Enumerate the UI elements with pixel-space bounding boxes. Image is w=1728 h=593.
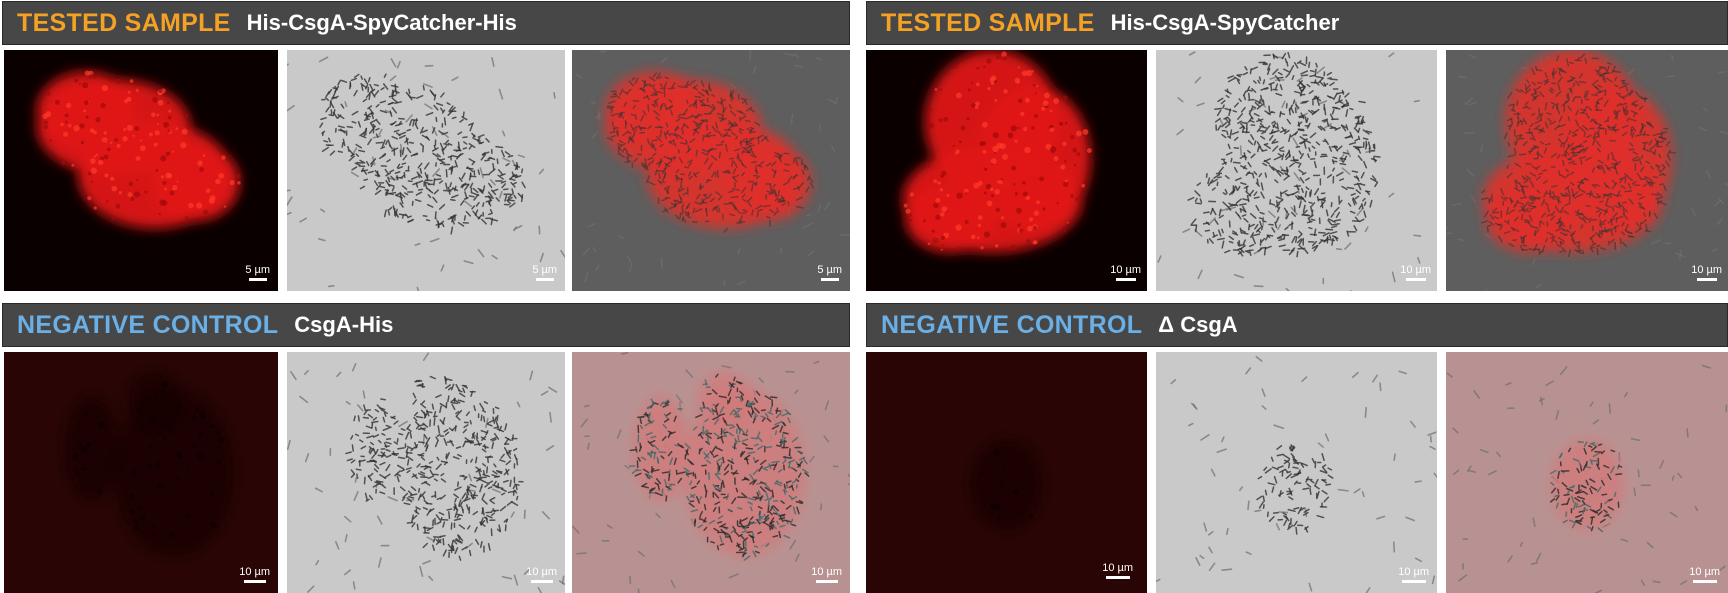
panel-negative-delta-csga: NEGATIVE CONTROL Δ CsgA 10 µm 10 µm 10 µ… — [866, 303, 1728, 593]
panel-tag: TESTED SAMPLE — [881, 8, 1095, 37]
scale-bar-label: 10 µm — [1400, 264, 1431, 276]
scale-bar: 10 µm — [1689, 566, 1720, 583]
fluorescence-image: 10 µm — [4, 352, 278, 593]
brightfield-image: 10 µm — [1156, 50, 1437, 291]
scale-bar: 10 µm — [239, 566, 270, 583]
scale-bar-label: 10 µm — [1689, 566, 1720, 578]
fluorescence-image: 5 µm — [4, 50, 278, 291]
scale-bar-line — [820, 278, 839, 281]
scale-bar-line — [1105, 576, 1130, 579]
scale-bar-line — [530, 580, 553, 583]
scale-bar-label: 10 µm — [239, 566, 270, 578]
scale-bar-label: 10 µm — [811, 566, 842, 578]
panel-tested-his-csga-spycatcher: TESTED SAMPLE His-CsgA-SpyCatcher 10 µm … — [866, 1, 1728, 291]
panel-header: TESTED SAMPLE His-CsgA-SpyCatcher-His — [2, 1, 850, 45]
scale-bar: 5 µm — [532, 264, 557, 281]
sample-name: Δ CsgA — [1158, 312, 1238, 337]
scale-bar-line — [1692, 580, 1717, 583]
scale-bar-label: 10 µm — [1398, 566, 1429, 578]
merge-image: 5 µm — [572, 50, 850, 291]
merge-image: 10 µm — [572, 352, 850, 593]
merge-image: 10 µm — [1446, 50, 1728, 291]
scale-bar: 10 µm — [1102, 562, 1133, 579]
sample-name: His-CsgA-SpyCatcher-His — [246, 10, 517, 35]
scale-bar-label: 10 µm — [1102, 562, 1133, 574]
scale-bar-line — [1401, 580, 1426, 583]
scale-bar-line — [815, 580, 838, 583]
scale-bar: 5 µm — [245, 264, 270, 281]
fluorescence-image: 10 µm — [866, 50, 1147, 291]
fluorescence-image: 10 µm — [866, 352, 1147, 593]
scale-bar-label: 5 µm — [817, 264, 842, 276]
scale-bar: 10 µm — [526, 566, 557, 583]
panel-header: NEGATIVE CONTROL Δ CsgA — [866, 303, 1728, 347]
scale-bar-line — [535, 278, 554, 281]
panel-tag: TESTED SAMPLE — [17, 8, 231, 37]
brightfield-image: 10 µm — [287, 352, 565, 593]
scale-bar-label: 10 µm — [1110, 264, 1141, 276]
scale-bar: 10 µm — [1398, 566, 1429, 583]
scale-bar-label: 10 µm — [1691, 264, 1722, 276]
brightfield-image: 10 µm — [1156, 352, 1437, 593]
scale-bar-label: 5 µm — [245, 264, 270, 276]
panel-tested-his-csga-spycatcher-his: TESTED SAMPLE His-CsgA-SpyCatcher-His 5 … — [2, 1, 850, 291]
scale-bar-line — [1115, 278, 1136, 281]
scale-bar: 10 µm — [1691, 264, 1722, 281]
scale-bar-label: 10 µm — [526, 566, 557, 578]
panel-tag: NEGATIVE CONTROL — [881, 310, 1143, 339]
scale-bar: 10 µm — [1400, 264, 1431, 281]
brightfield-image: 5 µm — [287, 50, 565, 291]
scale-bar-line — [248, 278, 267, 281]
sample-name: His-CsgA-SpyCatcher — [1110, 10, 1340, 35]
panel-tag: NEGATIVE CONTROL — [17, 310, 279, 339]
scale-bar-line — [1405, 278, 1426, 281]
scale-bar-line — [1696, 278, 1717, 281]
panel-negative-csga-his: NEGATIVE CONTROL CsgA-His 10 µm 10 µm 10… — [2, 303, 850, 593]
scale-bar: 10 µm — [1110, 264, 1141, 281]
scale-bar-line — [243, 580, 266, 583]
sample-name: CsgA-His — [294, 312, 394, 337]
scale-bar: 5 µm — [817, 264, 842, 281]
panel-header: NEGATIVE CONTROL CsgA-His — [2, 303, 850, 347]
merge-image: 10 µm — [1446, 352, 1728, 593]
scale-bar: 10 µm — [811, 566, 842, 583]
scale-bar-label: 5 µm — [532, 264, 557, 276]
panel-header: TESTED SAMPLE His-CsgA-SpyCatcher — [866, 1, 1728, 45]
